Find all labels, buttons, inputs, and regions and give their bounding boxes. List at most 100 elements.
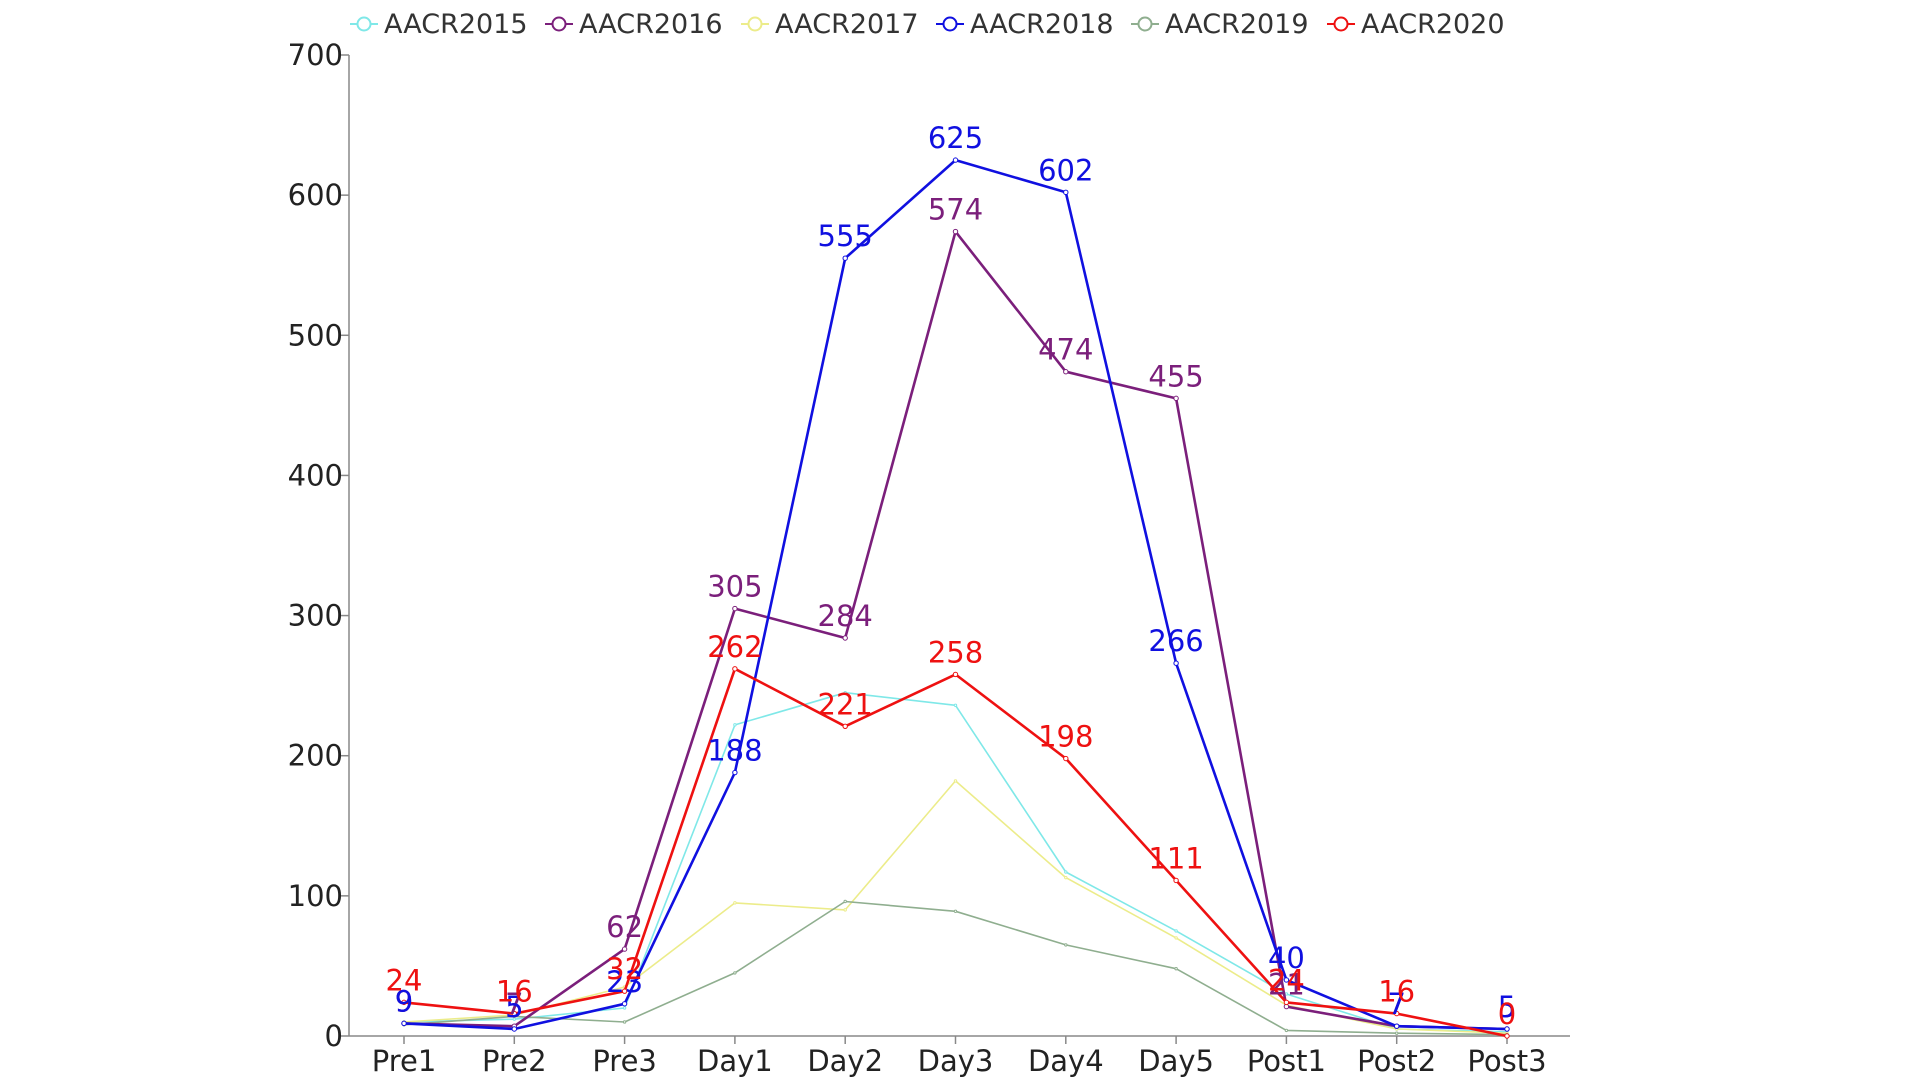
data-label: 262 (707, 630, 762, 664)
data-point (1063, 755, 1069, 762)
data-point (843, 908, 847, 912)
data-point (733, 901, 737, 905)
data-label: 625 (928, 121, 983, 155)
data-label: 21 (1268, 968, 1305, 1002)
data-label: 455 (1148, 359, 1203, 393)
data-point (732, 666, 738, 672)
data-point (1064, 943, 1068, 947)
data-point (511, 1010, 517, 1017)
y-axis-ticks: 0 100 200 300 400 500 600 700 (288, 38, 349, 1053)
legend-item-aacr2018[interactable]: AACR2018 (936, 9, 1114, 40)
data-point (843, 690, 847, 695)
data-point (622, 1006, 627, 1010)
x-tick-label: Post3 (1467, 1044, 1546, 1078)
data-point (1173, 660, 1179, 666)
legend-item-aacr2016[interactable]: AACR2016 (545, 9, 723, 40)
data-point (1395, 1031, 1399, 1035)
data-point (401, 999, 407, 1006)
data-point (1063, 369, 1069, 375)
y-tick-label: 300 (288, 599, 343, 633)
y-tick-label: 700 (288, 38, 343, 72)
data-label: 266 (1148, 624, 1203, 658)
y-tick-label: 400 (288, 458, 343, 492)
data-point (732, 605, 738, 612)
data-label: 474 (1038, 333, 1093, 367)
legend-marker-icon (747, 16, 763, 32)
series-line-aacr2019 (403, 900, 1508, 1036)
legend-label: AACR2015 (384, 9, 528, 40)
data-point (1063, 189, 1069, 196)
data-label: 198 (1038, 720, 1093, 754)
data-label: 221 (818, 687, 873, 721)
data-label: 32 (606, 952, 643, 986)
data-point (953, 779, 958, 783)
legend-label: AACR2016 (579, 9, 723, 40)
data-point (732, 769, 738, 776)
data-point (952, 157, 959, 163)
data-point (511, 1026, 517, 1032)
data-label: 111 (1148, 841, 1203, 875)
x-tick-label: Day5 (1138, 1044, 1214, 1078)
data-point (842, 723, 848, 729)
legend-marker-icon (1333, 16, 1349, 32)
data-point (621, 988, 628, 994)
data-point (1173, 395, 1179, 402)
data-label: 574 (928, 193, 983, 227)
data-point (733, 723, 737, 727)
legend-label: AACR2017 (775, 9, 919, 40)
legend-item-aacr2020[interactable]: AACR2020 (1327, 9, 1505, 40)
data-point (1174, 967, 1178, 971)
series-lines (401, 157, 1510, 1039)
chart-legend: AACR2015 AACR2016 AACR2017 AACR2018 AACR2019… (350, 9, 1505, 40)
data-label: 555 (818, 219, 873, 253)
data-label: 24 (386, 963, 423, 997)
x-tick-label: Pre2 (482, 1044, 547, 1078)
data-point (1064, 870, 1068, 874)
data-label: 9 (395, 984, 413, 1018)
data-point (401, 1020, 407, 1027)
data-point (1283, 999, 1290, 1006)
data-label: 62 (606, 910, 643, 944)
data-label: 0 (1498, 997, 1516, 1031)
data-point (1504, 1033, 1510, 1039)
data-point (622, 1020, 627, 1024)
data-label: 7 (505, 987, 523, 1021)
data-point (733, 971, 737, 975)
series-line-aacr2015 (403, 691, 1508, 1033)
legend-marker-icon (356, 16, 372, 32)
data-point (1173, 877, 1179, 884)
data-label: 5 (1498, 990, 1516, 1024)
series-line-aacr2018 (403, 158, 1508, 1031)
legend-marker-icon (942, 16, 958, 32)
y-tick-label: 600 (288, 178, 343, 212)
data-point (843, 899, 847, 904)
data-point (952, 671, 959, 678)
data-label: 40 (1268, 941, 1305, 975)
data-label: 23 (606, 965, 643, 999)
data-label: 602 (1038, 153, 1093, 187)
x-tick-label: Post1 (1247, 1044, 1326, 1078)
data-point (1394, 1010, 1400, 1017)
data-point (952, 228, 959, 235)
x-tick-label: Day1 (697, 1044, 773, 1078)
legend-item-aacr2019[interactable]: AACR2019 (1131, 9, 1309, 40)
legend-marker-icon (551, 16, 567, 32)
x-tick-label: Day4 (1028, 1044, 1104, 1078)
x-axis-ticks: Pre1 Pre2 Pre3 Day1 Day2 Day3 Day4 Day5 Post1 Pos… (372, 1036, 1547, 1078)
data-point (1174, 936, 1178, 940)
y-tick-label: 500 (288, 318, 343, 352)
legend-item-aacr2015[interactable]: AACR2015 (350, 9, 528, 40)
legend-item-aacr2017[interactable]: AACR2017 (741, 9, 919, 40)
data-point (842, 635, 848, 641)
data-point (1174, 929, 1178, 933)
data-label: 258 (928, 635, 983, 669)
y-tick-label: 100 (288, 879, 343, 913)
data-point (1394, 1023, 1400, 1029)
x-tick-label: Pre3 (592, 1044, 657, 1078)
y-tick-label: 200 (288, 739, 343, 773)
data-point (621, 1001, 628, 1007)
data-point (953, 703, 958, 707)
chart-axes (348, 55, 1570, 1037)
